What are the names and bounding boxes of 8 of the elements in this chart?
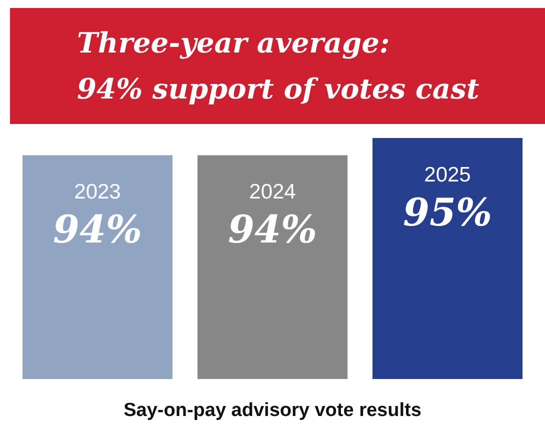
data-label: 94%	[53, 206, 142, 252]
x-tick-label: 2024	[249, 180, 296, 204]
data-label: 94%	[228, 206, 317, 252]
chart-title: Three-year average: 94% support of votes cast	[77, 26, 480, 106]
x-tick-label: 2025	[424, 164, 471, 186]
x-tick-label: 2023	[74, 180, 121, 204]
data-label: 95%	[403, 190, 492, 234]
x-axis-title: Say-on-pay advisory vote results	[124, 400, 422, 421]
